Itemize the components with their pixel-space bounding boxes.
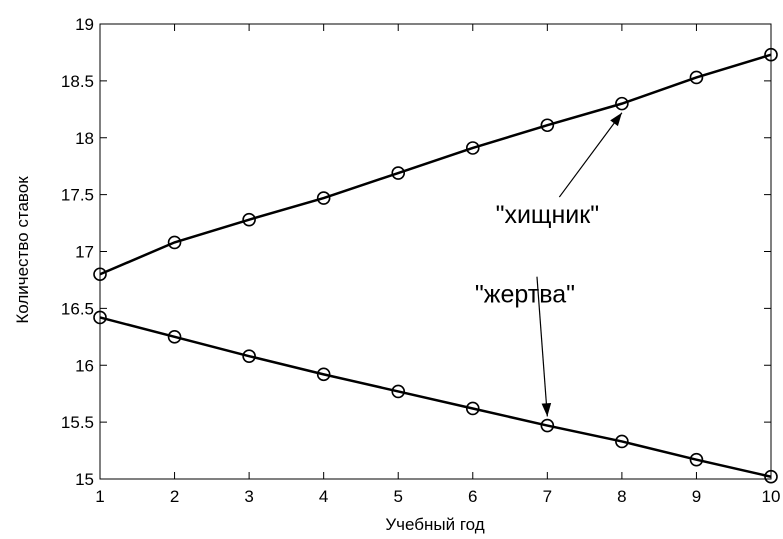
x-tick-label: 3 (244, 487, 253, 506)
annotation-layer: "хищник" "жертва" (475, 112, 623, 417)
x-axis-ticks: 1 2 3 4 5 6 7 8 9 10 (95, 24, 780, 506)
data-point (615, 434, 629, 449)
data-point (689, 70, 704, 85)
y-tick-label: 15 (75, 470, 94, 489)
y-tick-label: 17.5 (61, 186, 94, 205)
x-tick-label: 2 (170, 487, 179, 506)
series-layer (93, 47, 778, 484)
data-point (93, 267, 107, 282)
y-axis-ticks: 15 15.5 16 16.5 17 17.5 18 18.5 19 (61, 15, 771, 489)
data-point (93, 310, 107, 325)
annotation-label: "хищник" (496, 201, 600, 229)
arrow-head (610, 112, 622, 127)
annotation-label: "жертва" (475, 281, 575, 309)
data-point (540, 418, 555, 433)
x-tick-label: 1 (95, 487, 104, 506)
data-point (167, 330, 182, 344)
arrow-head (541, 402, 552, 417)
data-point (465, 401, 480, 416)
y-tick-label: 17 (75, 243, 94, 262)
annotation-arrow (558, 112, 623, 198)
x-tick-label: 7 (543, 487, 552, 506)
data-point (465, 141, 480, 155)
y-tick-label: 16.5 (61, 299, 94, 318)
series-line-2 (99, 316, 772, 478)
y-tick-label: 16 (75, 356, 94, 375)
x-tick-label: 6 (468, 487, 477, 506)
y-tick-label: 15.5 (61, 413, 94, 432)
data-point (242, 212, 256, 227)
data-point (540, 118, 555, 133)
x-axis-label: Учебный год (385, 515, 484, 534)
x-tick-label: 10 (762, 487, 781, 506)
data-point (391, 166, 406, 180)
data-point (167, 235, 182, 250)
plot-area (99, 23, 772, 480)
x-tick-label: 9 (692, 487, 701, 506)
y-tick-label: 18.5 (61, 72, 94, 91)
data-point (764, 469, 778, 484)
y-tick-label: 18 (75, 129, 94, 148)
series-line-1 (99, 53, 772, 276)
data-point (391, 384, 406, 399)
x-tick-label: 8 (617, 487, 626, 506)
data-point (316, 367, 331, 382)
data-point (615, 96, 629, 111)
data-point (316, 191, 331, 205)
data-point (689, 452, 704, 467)
y-tick-label: 19 (75, 15, 94, 34)
annotation-arrow (536, 276, 548, 417)
x-tick-label: 4 (319, 487, 328, 506)
x-tick-label: 5 (393, 487, 402, 506)
data-point (242, 349, 256, 363)
y-axis-label: Количество ставок (13, 176, 32, 324)
data-point (764, 47, 778, 62)
